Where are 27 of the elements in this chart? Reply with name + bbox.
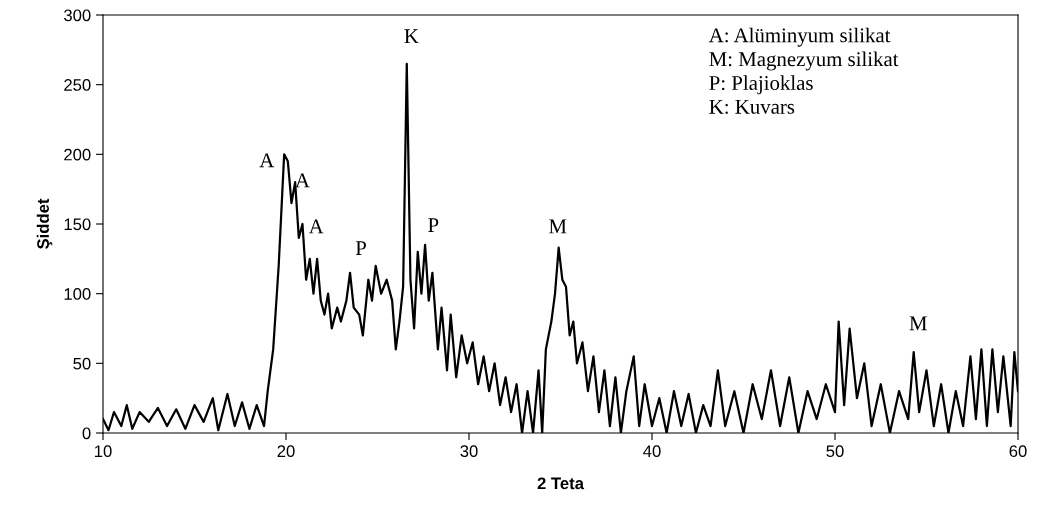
x-tick-label: 50 (826, 445, 844, 458)
y-tick-label: 50 (73, 357, 91, 370)
annotation: K (404, 29, 419, 43)
x-axis-title: 2 Teta (537, 477, 585, 490)
y-tick-label: 300 (64, 9, 91, 22)
y-tick-label: 250 (64, 79, 91, 91)
annotation: P (355, 241, 366, 255)
annotation: P: Plajioklas (709, 75, 813, 95)
annotation: P (428, 218, 439, 232)
y-tick-label: 200 (64, 148, 91, 161)
annotation: A (295, 173, 310, 188)
x-tick-label: 40 (643, 445, 661, 458)
x-tick-label: 20 (277, 445, 295, 458)
annotation: A: Alüminyum silikat (708, 27, 891, 47)
annotation: M: Magnezyum silikat (709, 51, 899, 71)
annotation: A (308, 219, 324, 234)
annotation: K: Kuvars (709, 100, 795, 114)
annotation: M (909, 316, 927, 331)
y-tick-label: 0 (82, 427, 91, 440)
annotation: A (259, 153, 275, 168)
y-axis-title: Şiddet (36, 198, 53, 249)
y-tick-label: 100 (64, 288, 91, 300)
y-tick-label: 150 (64, 218, 91, 231)
x-tick-label: 30 (460, 445, 478, 458)
annotation: M (549, 219, 567, 234)
x-tick-label: 10 (95, 445, 112, 458)
x-tick-label: 60 (1009, 445, 1027, 458)
